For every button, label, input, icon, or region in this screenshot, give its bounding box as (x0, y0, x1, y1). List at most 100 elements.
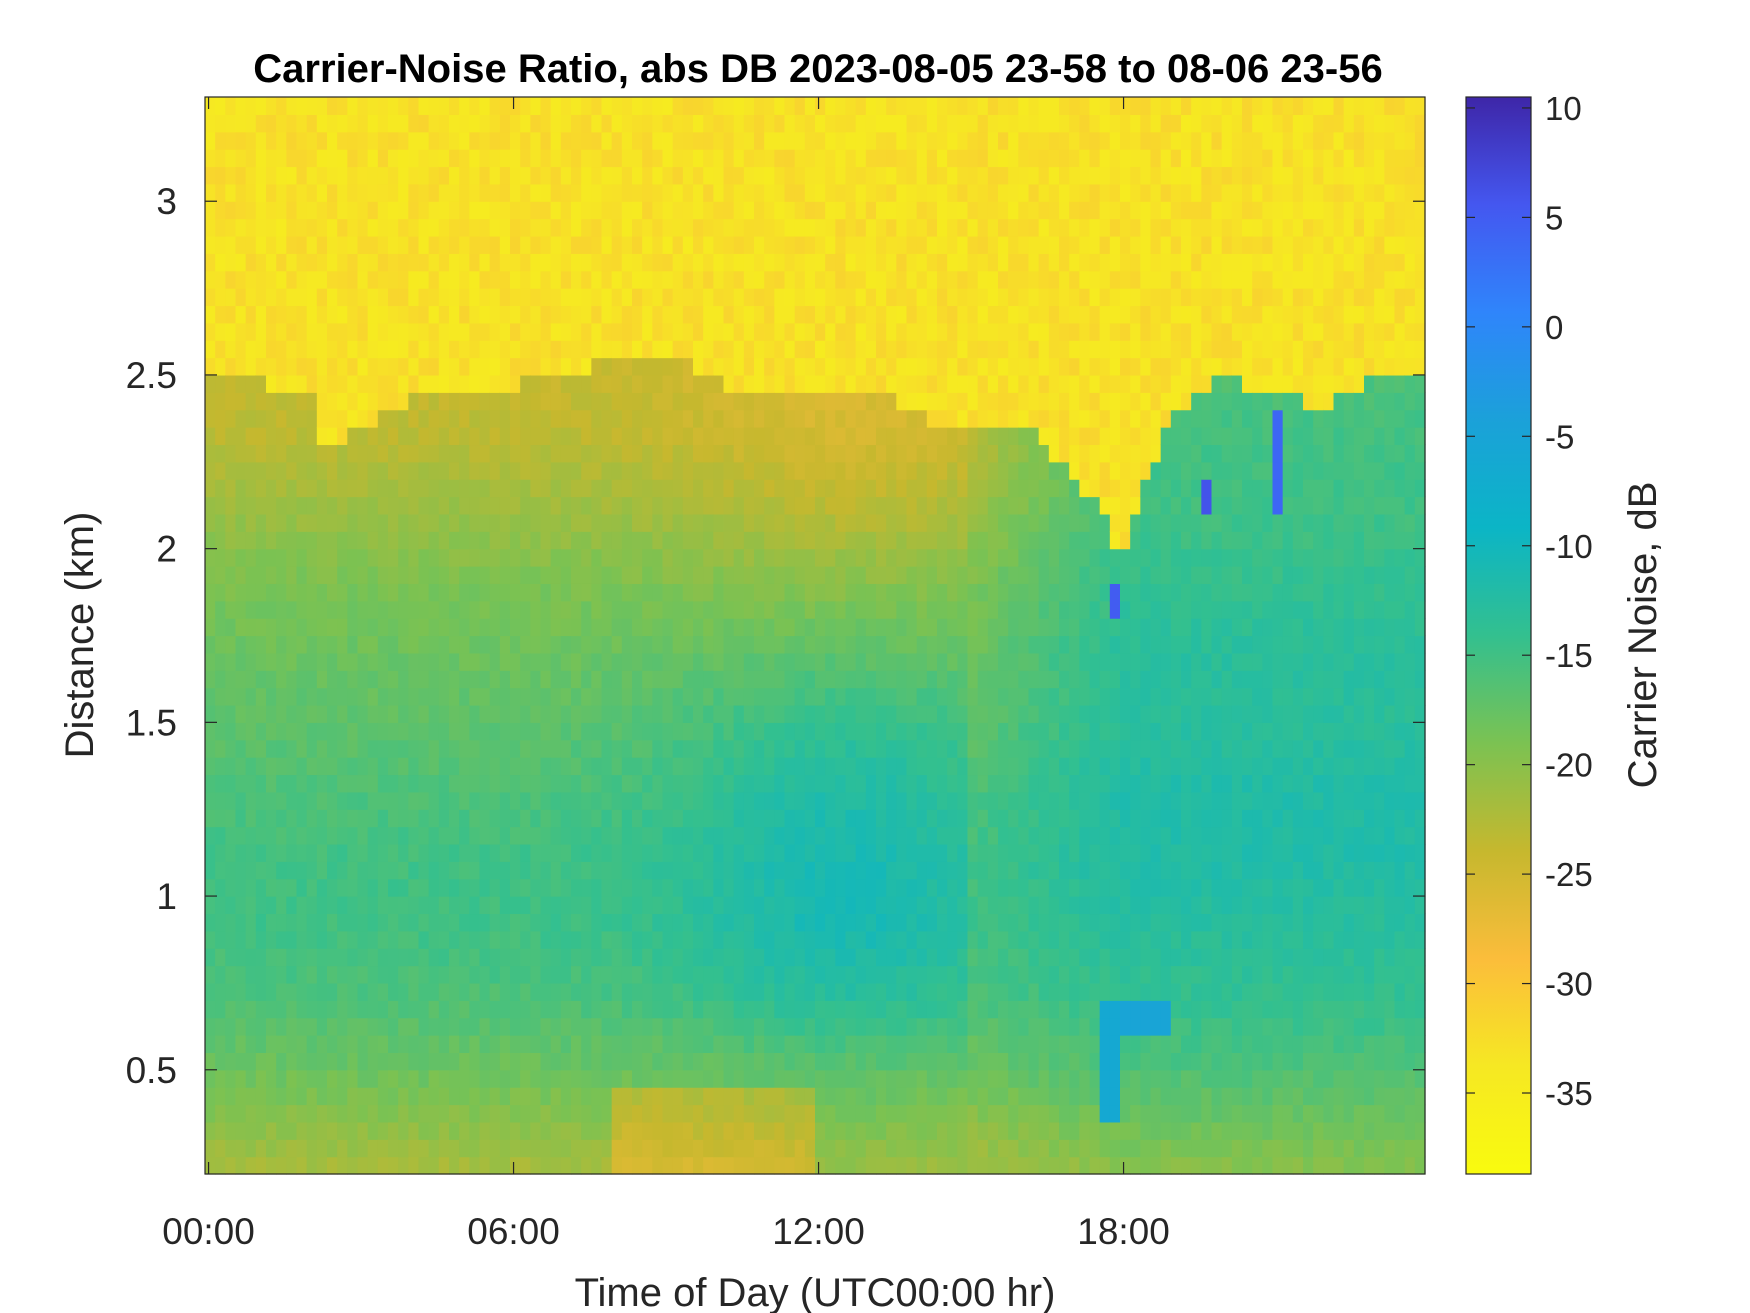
heatmap-cell (967, 896, 979, 915)
heatmap-cell (286, 253, 298, 272)
heatmap-cell (947, 149, 958, 168)
heatmap-cell (754, 392, 765, 411)
heatmap-cell (510, 1139, 521, 1158)
heatmap-cell (255, 670, 267, 689)
heatmap-cell (479, 114, 491, 133)
heatmap-cell (266, 583, 277, 602)
heatmap-cell (774, 791, 786, 810)
heatmap-cell (632, 114, 643, 133)
heatmap-cell (530, 652, 542, 671)
heatmap-cell (611, 687, 623, 706)
heatmap-cell (581, 253, 592, 272)
heatmap-cell (540, 1121, 552, 1140)
heatmap-cell (804, 774, 816, 793)
heatmap-cell (693, 496, 704, 515)
heatmap-cell (337, 896, 348, 915)
heatmap-cell (804, 114, 816, 133)
heatmap-cell (276, 896, 287, 915)
heatmap-cell (713, 618, 725, 637)
heatmap-cell (499, 583, 511, 602)
heatmap-cell (804, 739, 816, 758)
heatmap-cell (886, 948, 897, 967)
heatmap-cell (733, 896, 745, 915)
heatmap-cell (764, 548, 775, 567)
heatmap-cell (245, 392, 257, 411)
heatmap-cell (479, 427, 491, 446)
heatmap-cell (418, 791, 430, 810)
heatmap-cell (845, 548, 857, 567)
heatmap-cell (357, 201, 369, 220)
heatmap-cell (835, 270, 847, 289)
heatmap-cell (804, 809, 816, 828)
heatmap-cell (347, 235, 359, 254)
heatmap-cell (296, 166, 308, 185)
heatmap-cell (499, 1017, 511, 1036)
heatmap-cell (642, 826, 653, 845)
heatmap-cell (591, 166, 603, 185)
heatmap-cell (896, 1156, 908, 1175)
heatmap-cell (286, 531, 298, 550)
heatmap-cell (825, 618, 836, 637)
heatmap-cell (825, 1069, 836, 1088)
heatmap-cell (235, 97, 247, 115)
heatmap-cell (255, 913, 267, 932)
heatmap-cell (855, 878, 867, 897)
heatmap-cell (632, 826, 643, 845)
heatmap-cell (428, 149, 440, 168)
heatmap-cell (713, 1156, 725, 1175)
heatmap-cell (713, 218, 725, 237)
heatmap-cell (479, 913, 491, 932)
heatmap-cell (815, 948, 826, 967)
heatmap-cell (428, 427, 440, 446)
heatmap-cell (337, 1087, 348, 1106)
heatmap-cell (388, 97, 399, 115)
heatmap-cell (408, 392, 420, 411)
heatmap-cell (662, 774, 674, 793)
heatmap-cell (510, 166, 521, 185)
heatmap-cell (896, 791, 908, 810)
heatmap-cell (632, 235, 643, 254)
heatmap-cell (835, 1087, 847, 1106)
heatmap-cell (876, 1069, 887, 1088)
heatmap-cell (886, 913, 897, 932)
heatmap-cell (266, 1087, 277, 1106)
heatmap-cell (906, 930, 918, 949)
heatmap-cell (459, 201, 470, 220)
heatmap-cell (998, 965, 1009, 984)
heatmap-cell (367, 843, 379, 862)
heatmap-cell (357, 409, 369, 428)
heatmap-cell (560, 357, 572, 376)
heatmap-cell (825, 548, 836, 567)
heatmap-cell (571, 618, 582, 637)
heatmap-cell (591, 1000, 603, 1019)
heatmap-cell (388, 131, 399, 150)
heatmap-cell (459, 930, 470, 949)
heatmap-cell (693, 1069, 704, 1088)
heatmap-cell (571, 982, 582, 1001)
heatmap-cell (418, 583, 430, 602)
heatmap-cell (377, 166, 389, 185)
heatmap-cell (560, 461, 572, 480)
heatmap-cell (947, 409, 958, 428)
heatmap-cell (774, 253, 786, 272)
heatmap-cell (225, 913, 237, 932)
heatmap-cell (540, 340, 552, 359)
heatmap-cell (672, 409, 684, 428)
heatmap-cell (825, 340, 836, 359)
heatmap-cell (205, 340, 216, 359)
heatmap-cell (713, 479, 725, 498)
heatmap-cell (520, 704, 531, 723)
heatmap-cell (693, 235, 704, 254)
heatmap-cell (723, 618, 735, 637)
heatmap-cell (469, 757, 481, 776)
heatmap-cell (621, 1156, 633, 1175)
heatmap-cell (540, 600, 552, 619)
heatmap-cell (621, 652, 633, 671)
heatmap-cell (296, 948, 308, 967)
heatmap-cell (388, 444, 399, 463)
heatmap-cell (825, 305, 836, 324)
heatmap-cell (886, 114, 897, 133)
heatmap-cell (520, 513, 531, 532)
heatmap-cell (703, 739, 714, 758)
heatmap-cell (296, 531, 308, 550)
